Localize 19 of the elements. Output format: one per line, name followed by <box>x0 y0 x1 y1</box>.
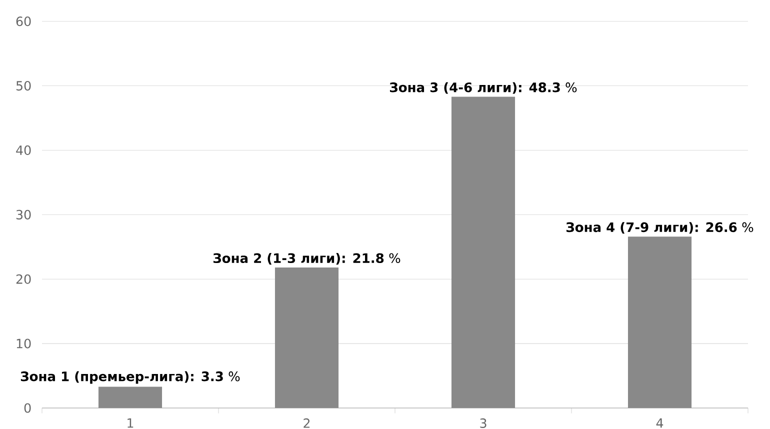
y-tick-label: 10 <box>16 338 31 348</box>
bar <box>274 268 339 408</box>
x-tick-label: 2 <box>304 418 310 428</box>
y-tick-label: 30 <box>16 210 31 220</box>
y-tick-label: 60 <box>16 16 31 26</box>
data-label: Зона 2 (1-3 лиги): 21.8 % <box>213 252 400 265</box>
bar <box>628 236 692 408</box>
data-label: Зона 4 (7-9 лиги): 26.6 % <box>566 222 754 234</box>
bar <box>451 96 516 408</box>
y-tick-label: 0 <box>24 403 31 413</box>
data-label: Зона 3 (4-6 лиги): 48.3 % <box>390 82 577 94</box>
data-label: Зона 1 (премьер-лига): 3.3 % <box>20 371 240 384</box>
y-tick-label: 50 <box>16 80 31 91</box>
x-tick-label: 3 <box>480 418 486 428</box>
y-tick-label: 20 <box>16 274 31 284</box>
x-tick-label: 4 <box>656 418 664 428</box>
bar <box>98 386 162 408</box>
y-tick-label: 40 <box>16 145 31 156</box>
x-tick-label: 1 <box>128 418 134 428</box>
